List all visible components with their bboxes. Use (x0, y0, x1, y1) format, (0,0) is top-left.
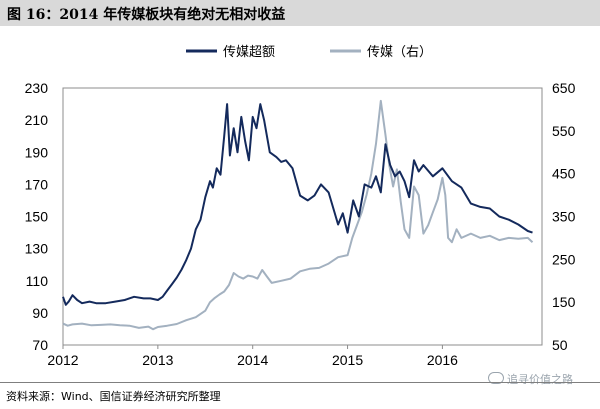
x-axis-ticks: 2012 2013 2014 2015 2016 (47, 345, 458, 368)
left-tick-label: 190 (25, 144, 49, 160)
series-line-media (62, 99, 534, 331)
source-divider (0, 382, 600, 383)
left-tick-label: 70 (32, 337, 48, 353)
left-tick-label: 210 (25, 112, 49, 128)
plot-frame (62, 87, 543, 346)
right-tick-label: 450 (552, 166, 576, 182)
left-tick-label: 230 (25, 80, 49, 96)
left-tick-label: 130 (25, 241, 49, 257)
left-tick-label: 150 (25, 209, 49, 225)
right-tick-label: 650 (552, 80, 576, 96)
left-tick-label: 110 (26, 273, 49, 289)
right-tick-label: 350 (552, 209, 576, 225)
legend-label-excess: 传媒超额 (223, 44, 275, 59)
x-tick-label: 2015 (332, 352, 363, 368)
left-tick-label: 90 (32, 305, 48, 321)
series-line-excess (62, 103, 533, 306)
x-tick-label: 2013 (142, 352, 173, 368)
right-tick-label: 150 (552, 294, 576, 310)
x-tick-label: 2012 (47, 352, 78, 368)
figure-title-bar: 图 16：2014 年传媒板块有绝对无相对收益 (0, 0, 600, 26)
series-layer (62, 99, 534, 331)
right-tick-label: 550 (552, 123, 576, 139)
legend: 传媒超额 传媒（右） (186, 44, 432, 59)
wechat-icon (488, 372, 504, 384)
right-axis-ticks: 50 150 250 350 450 550 650 (552, 80, 576, 353)
figure-source: 资料来源：Wind、国信证券经济研究所整理 (6, 390, 221, 403)
right-tick-label: 50 (552, 337, 568, 353)
x-tick-label: 2016 (427, 352, 458, 368)
figure-title: 图 16：2014 年传媒板块有绝对无相对收益 (7, 7, 286, 23)
left-axis-ticks: 70 90 110 130 150 170 190 210 230 (25, 80, 49, 353)
legend-label-media: 传媒（右） (367, 44, 432, 59)
left-tick-label: 170 (25, 176, 49, 192)
right-tick-label: 250 (552, 251, 576, 267)
x-tick-label: 2014 (237, 352, 268, 368)
watermark-text: 追寻价值之路 (507, 373, 573, 386)
watermark: 追寻价值之路 (488, 371, 573, 387)
